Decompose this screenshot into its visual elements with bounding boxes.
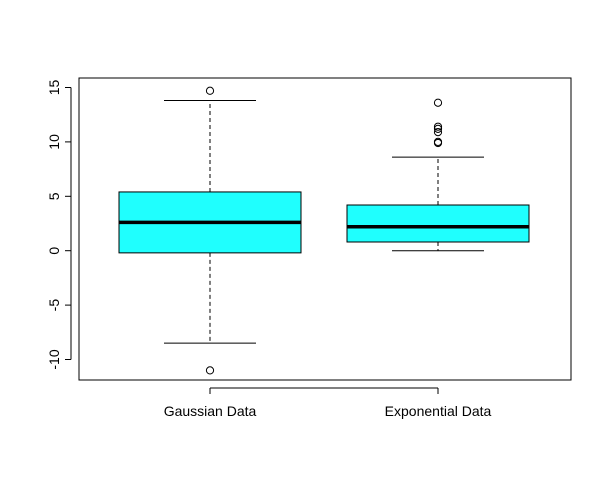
outlier-point: [433, 138, 443, 148]
plot-frame: [78, 77, 572, 381]
outlier-point: [205, 366, 215, 375]
y-axis: -10 -5 0 5 10 15: [46, 80, 72, 370]
outlier-point: [433, 124, 443, 133]
outlier-point: [205, 86, 215, 95]
outlier-point: [433, 128, 443, 137]
boxes: [118, 86, 530, 375]
box-0: [118, 86, 302, 375]
y-tick-label: 10: [46, 134, 62, 150]
y-tick-label: -5: [46, 299, 62, 312]
outlier-point: [433, 98, 443, 107]
box-1: [346, 98, 530, 252]
y-tick-label: 0: [46, 247, 62, 255]
y-tick-label: -10: [46, 349, 62, 369]
outlier-point: [433, 122, 443, 131]
x-tick-label: Exponential Data: [385, 403, 492, 419]
iqr-box: [346, 204, 530, 243]
y-tick-label: 15: [46, 80, 62, 96]
x-tick-label: Gaussian Data: [164, 403, 257, 419]
x-axis: Gaussian Data Exponential Data: [164, 387, 492, 419]
y-tick-label: 5: [46, 192, 62, 200]
